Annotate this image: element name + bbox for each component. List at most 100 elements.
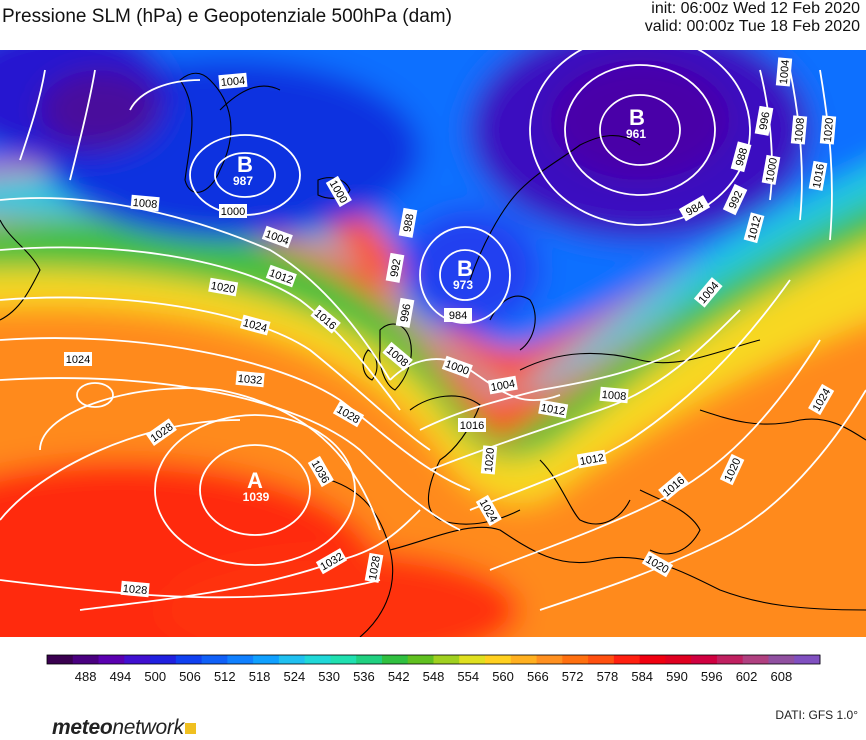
colorbar-frame xyxy=(46,654,821,665)
isobar-label: 1020 xyxy=(819,115,837,145)
svg-text:984: 984 xyxy=(449,310,467,322)
colorbar-swatch xyxy=(588,655,615,664)
svg-text:988: 988 xyxy=(734,147,750,168)
colorbar-swatch xyxy=(72,655,100,664)
svg-text:1004: 1004 xyxy=(490,378,516,394)
colorbar-tick-label: 548 xyxy=(423,669,445,684)
colorbar-tick-label: 602 xyxy=(736,669,758,684)
valid-time: valid: 00:00z Tue 18 Feb 2020 xyxy=(644,18,860,35)
colorbar-tick-label: 584 xyxy=(631,669,653,684)
svg-text:1016: 1016 xyxy=(811,163,827,189)
isobar-label: 1004 xyxy=(487,375,518,395)
colorbar-tick-label: 608 xyxy=(770,669,792,684)
colorbar-swatch xyxy=(742,655,769,664)
init-time: init: 06:00z Wed 12 Feb 2020 xyxy=(651,0,860,17)
colorbar-swatch xyxy=(47,655,74,664)
colorbar-swatches xyxy=(46,654,821,665)
isobar-label: 1028 xyxy=(120,580,150,598)
high-center-value: 1039 xyxy=(243,490,270,504)
isobar-label: 996 xyxy=(754,105,774,136)
colorbar-swatch xyxy=(536,655,563,664)
svg-text:1016: 1016 xyxy=(460,420,484,432)
colorbar: 488 494 500 506 512 518 524 530 536 542 548 554 560 5… xyxy=(46,654,821,684)
svg-text:1028: 1028 xyxy=(122,583,147,597)
isobar-label: 1008 xyxy=(790,115,808,145)
colorbar-swatch xyxy=(124,655,151,664)
isobar-label: 1004 xyxy=(218,72,248,90)
colorbar-swatch xyxy=(98,655,125,664)
isobar-label: 1024 xyxy=(64,352,92,366)
colorbar-tick-label: 494 xyxy=(110,669,132,684)
colorbar-swatch xyxy=(665,655,692,664)
colorbar-tick-label: 530 xyxy=(318,669,340,684)
colorbar-ticks: 488 494 500 506 512 518 524 530 536 542 548 554 560 5… xyxy=(75,669,792,684)
colorbar-swatch xyxy=(510,655,538,664)
svg-text:1020: 1020 xyxy=(822,117,836,142)
weather-map: B 987 B 973 B 961 A 1039 1004 1008 1000 … xyxy=(0,50,866,637)
svg-text:988: 988 xyxy=(401,213,416,233)
low-center-value: 987 xyxy=(233,174,253,188)
colorbar-swatch xyxy=(253,655,280,664)
isobar-label: 988 xyxy=(398,207,418,238)
colorbar-tick-label: 488 xyxy=(75,669,97,684)
svg-text:996: 996 xyxy=(398,303,413,323)
colorbar-swatch xyxy=(433,655,460,664)
colorbar-swatch xyxy=(227,655,254,664)
geopotential-field xyxy=(0,50,866,637)
data-source: DATI: GFS 1.0° xyxy=(775,708,858,722)
colorbar-tick-label: 542 xyxy=(388,669,410,684)
isobar-label: 1012 xyxy=(576,449,607,469)
colorbar-swatch xyxy=(330,655,357,664)
colorbar-swatch xyxy=(768,655,795,664)
isobar-label: 1004 xyxy=(775,57,793,87)
isobar-label: 1000 xyxy=(761,154,781,185)
isobar-label: 1020 xyxy=(480,445,498,475)
svg-text:1012: 1012 xyxy=(540,402,566,418)
svg-text:996: 996 xyxy=(757,111,772,131)
low-center-letter: B xyxy=(457,256,473,281)
colorbar-tick-label: 536 xyxy=(353,669,375,684)
isobar-label: 1000 xyxy=(219,204,247,218)
isobar-label: 1016 xyxy=(808,160,828,191)
svg-text:1028: 1028 xyxy=(367,555,383,581)
svg-text:1008: 1008 xyxy=(132,197,157,211)
colorbar-tick-label: 524 xyxy=(284,669,306,684)
low-center-value: 973 xyxy=(453,278,473,292)
colorbar-swatch xyxy=(278,655,306,664)
colorbar-tick-label: 572 xyxy=(562,669,584,684)
colorbar-swatch xyxy=(201,655,228,664)
colorbar-swatch xyxy=(691,655,718,664)
isobar-label: 1020 xyxy=(208,277,239,297)
colorbar-tick-label: 506 xyxy=(179,669,201,684)
isobar-label: 1008 xyxy=(599,386,629,404)
colorbar-tick-label: 566 xyxy=(527,669,549,684)
colorbar-swatch xyxy=(613,655,641,664)
isobar-label: 1032 xyxy=(235,370,265,388)
colorbar-swatch xyxy=(407,655,434,664)
svg-text:1004: 1004 xyxy=(778,59,792,84)
svg-text:1008: 1008 xyxy=(601,389,626,403)
pressure-centers: B 987 B 973 B 961 A 1039 xyxy=(233,105,646,504)
high-center-letter: A xyxy=(247,468,263,493)
chart-title: Pressione SLM (hPa) e Geopotenziale 500h… xyxy=(2,6,452,27)
isobar-label: 1012 xyxy=(538,399,569,419)
colorbar-swatch xyxy=(175,655,203,664)
low-center-letter: B xyxy=(629,105,645,130)
colorbar-tick-label: 512 xyxy=(214,669,236,684)
svg-text:1024: 1024 xyxy=(66,354,90,366)
colorbar-swatch xyxy=(485,655,512,664)
colorbar-swatch xyxy=(150,655,177,664)
isobars xyxy=(0,50,866,611)
isobar-label: 1008 xyxy=(130,194,160,212)
colorbar-tick-label: 554 xyxy=(457,669,479,684)
svg-text:1000: 1000 xyxy=(764,157,780,183)
colorbar-tick-label: 596 xyxy=(701,669,723,684)
colorbar-swatch xyxy=(459,655,486,664)
svg-text:1032: 1032 xyxy=(237,373,262,387)
colorbar-swatch xyxy=(639,655,666,664)
colorbar-swatch xyxy=(381,655,409,664)
svg-text:1020: 1020 xyxy=(210,280,236,296)
colorbar-swatch xyxy=(304,655,331,664)
colorbar-swatch xyxy=(562,655,589,664)
colorbar-tick-label: 590 xyxy=(666,669,688,684)
